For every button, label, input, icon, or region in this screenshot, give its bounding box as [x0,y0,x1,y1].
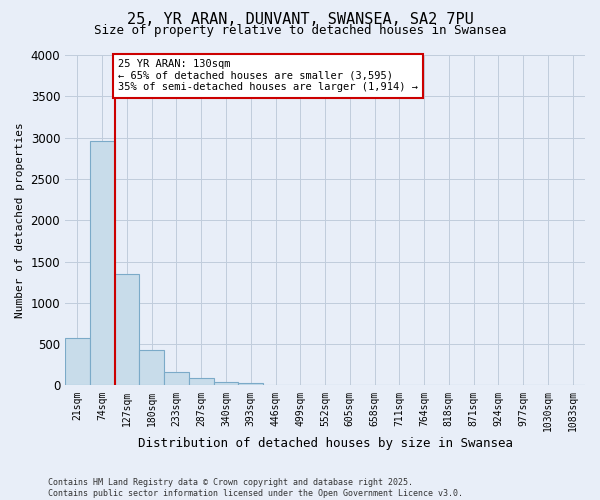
X-axis label: Distribution of detached houses by size in Swansea: Distribution of detached houses by size … [137,437,512,450]
Bar [90,141,115,386]
Bar [164,372,189,386]
Bar [65,338,90,386]
Bar [238,383,263,386]
Bar [189,378,214,386]
Text: 25, YR ARAN, DUNVANT, SWANSEA, SA2 7PU: 25, YR ARAN, DUNVANT, SWANSEA, SA2 7PU [127,12,473,28]
Y-axis label: Number of detached properties: Number of detached properties [15,122,25,318]
Text: Contains HM Land Registry data © Crown copyright and database right 2025.
Contai: Contains HM Land Registry data © Crown c… [48,478,463,498]
Bar [115,274,139,386]
Bar [139,350,164,386]
Text: Size of property relative to detached houses in Swansea: Size of property relative to detached ho… [94,24,506,37]
Text: 25 YR ARAN: 130sqm
← 65% of detached houses are smaller (3,595)
35% of semi-deta: 25 YR ARAN: 130sqm ← 65% of detached hou… [118,59,418,92]
Bar [214,382,238,386]
